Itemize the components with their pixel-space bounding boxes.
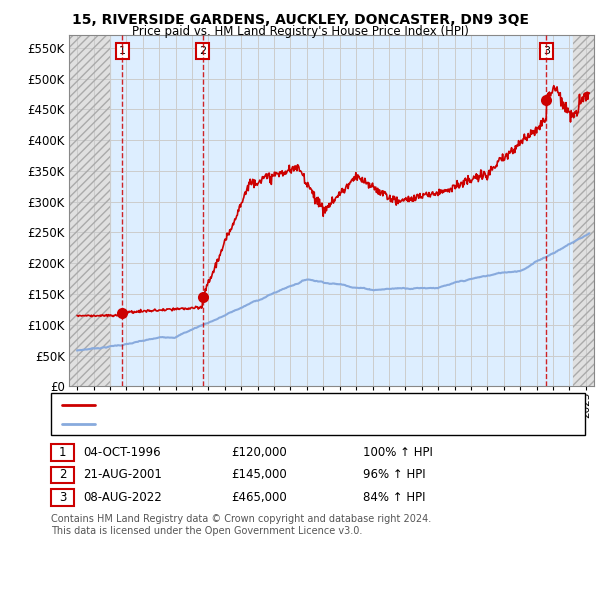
Bar [572,35,594,386]
Text: 2: 2 [59,468,66,481]
Bar [572,35,594,386]
Text: 21-AUG-2001: 21-AUG-2001 [83,468,161,481]
Text: Contains HM Land Registry data © Crown copyright and database right 2024.: Contains HM Land Registry data © Crown c… [51,514,431,525]
Text: £120,000: £120,000 [231,446,287,459]
Text: 2: 2 [199,46,206,56]
Text: 08-AUG-2022: 08-AUG-2022 [83,491,161,504]
Text: 15, RIVERSIDE GARDENS, AUCKLEY, DONCASTER, DN9 3QE: 15, RIVERSIDE GARDENS, AUCKLEY, DONCASTE… [71,13,529,27]
Text: 1: 1 [119,46,126,56]
Text: 15, RIVERSIDE GARDENS, AUCKLEY, DONCASTER, DN9 3QE (detached house): 15, RIVERSIDE GARDENS, AUCKLEY, DONCASTE… [101,400,526,410]
Bar [69,35,110,386]
Text: £465,000: £465,000 [231,491,287,504]
Bar [69,35,110,386]
Text: £145,000: £145,000 [231,468,287,481]
Text: HPI: Average price, detached house, Doncaster: HPI: Average price, detached house, Donc… [101,418,359,428]
Text: Price paid vs. HM Land Registry's House Price Index (HPI): Price paid vs. HM Land Registry's House … [131,25,469,38]
Text: 04-OCT-1996: 04-OCT-1996 [83,446,160,459]
Text: 1: 1 [59,446,66,459]
Text: 100% ↑ HPI: 100% ↑ HPI [363,446,433,459]
Text: This data is licensed under the Open Government Licence v3.0.: This data is licensed under the Open Gov… [51,526,362,536]
Text: 3: 3 [59,491,66,504]
Text: 84% ↑ HPI: 84% ↑ HPI [363,491,425,504]
Text: 96% ↑ HPI: 96% ↑ HPI [363,468,425,481]
Text: 3: 3 [543,46,550,56]
